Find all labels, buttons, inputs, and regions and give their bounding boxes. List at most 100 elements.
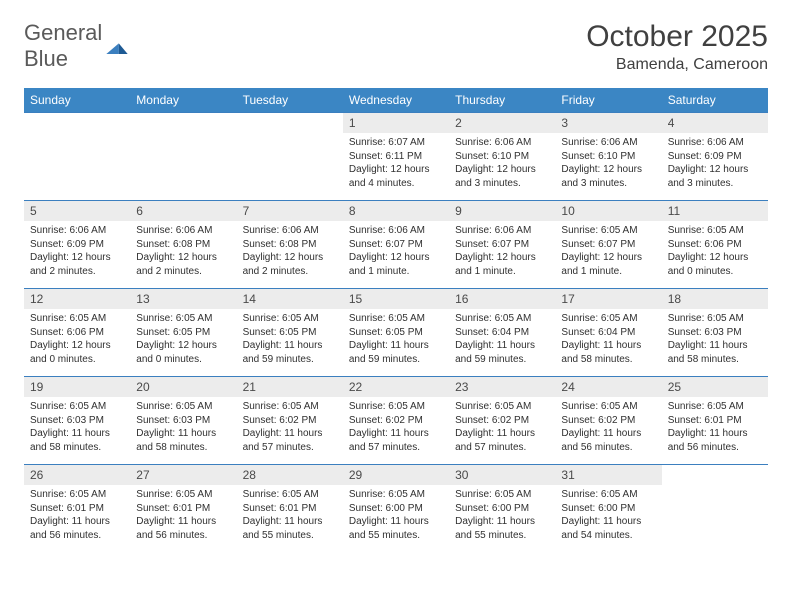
day-number: 11 bbox=[662, 201, 768, 222]
sunset-text: Sunset: 6:01 PM bbox=[30, 502, 124, 516]
daylight-text: Daylight: 11 hours and 59 minutes. bbox=[455, 339, 549, 366]
daylight-text: Daylight: 11 hours and 58 minutes. bbox=[30, 427, 124, 454]
day-number: 14 bbox=[237, 289, 343, 310]
day-info: Sunrise: 6:06 AMSunset: 6:08 PMDaylight:… bbox=[130, 221, 236, 289]
day-info: Sunrise: 6:05 AMSunset: 6:03 PMDaylight:… bbox=[24, 397, 130, 465]
day-number: 9 bbox=[449, 201, 555, 222]
daylight-text: Daylight: 12 hours and 2 minutes. bbox=[136, 251, 230, 278]
sunset-text: Sunset: 6:05 PM bbox=[136, 326, 230, 340]
day-info bbox=[130, 133, 236, 201]
day-info: Sunrise: 6:05 AMSunset: 6:02 PMDaylight:… bbox=[449, 397, 555, 465]
day-info: Sunrise: 6:05 AMSunset: 6:03 PMDaylight:… bbox=[662, 309, 768, 377]
daylight-text: Daylight: 11 hours and 54 minutes. bbox=[561, 515, 655, 542]
sunrise-text: Sunrise: 6:05 AM bbox=[561, 488, 655, 502]
daylight-text: Daylight: 11 hours and 59 minutes. bbox=[349, 339, 443, 366]
weekday-header: Tuesday bbox=[237, 88, 343, 113]
sunrise-text: Sunrise: 6:05 AM bbox=[455, 312, 549, 326]
day-number: 4 bbox=[662, 113, 768, 134]
title-block: October 2025 Bamenda, Cameroon bbox=[586, 20, 768, 74]
sunrise-text: Sunrise: 6:05 AM bbox=[243, 312, 337, 326]
day-number: 13 bbox=[130, 289, 236, 310]
sunset-text: Sunset: 6:01 PM bbox=[243, 502, 337, 516]
sunrise-text: Sunrise: 6:05 AM bbox=[668, 312, 762, 326]
day-info: Sunrise: 6:05 AMSunset: 6:01 PMDaylight:… bbox=[662, 397, 768, 465]
day-info: Sunrise: 6:06 AMSunset: 6:10 PMDaylight:… bbox=[555, 133, 661, 201]
day-number: 6 bbox=[130, 201, 236, 222]
sunset-text: Sunset: 6:01 PM bbox=[136, 502, 230, 516]
weekday-header-row: Sunday Monday Tuesday Wednesday Thursday… bbox=[24, 88, 768, 113]
sunset-text: Sunset: 6:04 PM bbox=[561, 326, 655, 340]
day-number: 2 bbox=[449, 113, 555, 134]
daylight-text: Daylight: 11 hours and 59 minutes. bbox=[243, 339, 337, 366]
sunset-text: Sunset: 6:09 PM bbox=[668, 150, 762, 164]
daylight-text: Daylight: 12 hours and 4 minutes. bbox=[349, 163, 443, 190]
day-info: Sunrise: 6:05 AMSunset: 6:05 PMDaylight:… bbox=[130, 309, 236, 377]
day-number bbox=[662, 465, 768, 486]
day-number: 23 bbox=[449, 377, 555, 398]
daylight-text: Daylight: 11 hours and 58 minutes. bbox=[668, 339, 762, 366]
day-info: Sunrise: 6:05 AMSunset: 6:02 PMDaylight:… bbox=[343, 397, 449, 465]
day-info: Sunrise: 6:05 AMSunset: 6:06 PMDaylight:… bbox=[24, 309, 130, 377]
sunrise-text: Sunrise: 6:06 AM bbox=[30, 224, 124, 238]
sunrise-text: Sunrise: 6:07 AM bbox=[349, 136, 443, 150]
day-number: 31 bbox=[555, 465, 661, 486]
sunrise-text: Sunrise: 6:05 AM bbox=[136, 312, 230, 326]
sunrise-text: Sunrise: 6:05 AM bbox=[561, 224, 655, 238]
sunset-text: Sunset: 6:02 PM bbox=[243, 414, 337, 428]
sunset-text: Sunset: 6:07 PM bbox=[561, 238, 655, 252]
sunrise-text: Sunrise: 6:05 AM bbox=[561, 312, 655, 326]
sunrise-text: Sunrise: 6:06 AM bbox=[243, 224, 337, 238]
daylight-text: Daylight: 12 hours and 1 minute. bbox=[349, 251, 443, 278]
daylight-text: Daylight: 12 hours and 1 minute. bbox=[561, 251, 655, 278]
day-info: Sunrise: 6:05 AMSunset: 6:02 PMDaylight:… bbox=[555, 397, 661, 465]
daylight-text: Daylight: 11 hours and 57 minutes. bbox=[455, 427, 549, 454]
day-info: Sunrise: 6:05 AMSunset: 6:07 PMDaylight:… bbox=[555, 221, 661, 289]
day-number: 1 bbox=[343, 113, 449, 134]
day-number: 7 bbox=[237, 201, 343, 222]
daylight-text: Daylight: 12 hours and 3 minutes. bbox=[668, 163, 762, 190]
sunset-text: Sunset: 6:02 PM bbox=[349, 414, 443, 428]
sunrise-text: Sunrise: 6:06 AM bbox=[668, 136, 762, 150]
day-info bbox=[237, 133, 343, 201]
daylight-text: Daylight: 12 hours and 3 minutes. bbox=[455, 163, 549, 190]
sunset-text: Sunset: 6:00 PM bbox=[349, 502, 443, 516]
day-info: Sunrise: 6:05 AMSunset: 6:01 PMDaylight:… bbox=[237, 485, 343, 552]
day-number-row: 1234 bbox=[24, 113, 768, 134]
daylight-text: Daylight: 12 hours and 0 minutes. bbox=[30, 339, 124, 366]
day-info: Sunrise: 6:06 AMSunset: 6:07 PMDaylight:… bbox=[449, 221, 555, 289]
sunrise-text: Sunrise: 6:06 AM bbox=[455, 136, 549, 150]
day-number: 5 bbox=[24, 201, 130, 222]
sunset-text: Sunset: 6:03 PM bbox=[30, 414, 124, 428]
sunrise-text: Sunrise: 6:05 AM bbox=[136, 488, 230, 502]
sunset-text: Sunset: 6:08 PM bbox=[243, 238, 337, 252]
sunset-text: Sunset: 6:10 PM bbox=[455, 150, 549, 164]
day-number: 12 bbox=[24, 289, 130, 310]
day-number: 16 bbox=[449, 289, 555, 310]
sunset-text: Sunset: 6:00 PM bbox=[561, 502, 655, 516]
day-info: Sunrise: 6:05 AMSunset: 6:00 PMDaylight:… bbox=[555, 485, 661, 552]
daylight-text: Daylight: 11 hours and 57 minutes. bbox=[243, 427, 337, 454]
sunset-text: Sunset: 6:11 PM bbox=[349, 150, 443, 164]
day-info: Sunrise: 6:05 AMSunset: 6:01 PMDaylight:… bbox=[130, 485, 236, 552]
day-info: Sunrise: 6:05 AMSunset: 6:01 PMDaylight:… bbox=[24, 485, 130, 552]
day-info: Sunrise: 6:05 AMSunset: 6:03 PMDaylight:… bbox=[130, 397, 236, 465]
sunset-text: Sunset: 6:00 PM bbox=[455, 502, 549, 516]
logo-text: General Blue bbox=[24, 20, 102, 72]
day-number: 3 bbox=[555, 113, 661, 134]
header: General Blue October 2025 Bamenda, Camer… bbox=[24, 20, 768, 74]
daylight-text: Daylight: 11 hours and 56 minutes. bbox=[30, 515, 124, 542]
day-number: 21 bbox=[237, 377, 343, 398]
day-number-row: 12131415161718 bbox=[24, 289, 768, 310]
logo: General Blue bbox=[24, 20, 128, 72]
weekday-header: Wednesday bbox=[343, 88, 449, 113]
location: Bamenda, Cameroon bbox=[586, 56, 768, 74]
sunrise-text: Sunrise: 6:05 AM bbox=[243, 488, 337, 502]
day-info: Sunrise: 6:05 AMSunset: 6:04 PMDaylight:… bbox=[449, 309, 555, 377]
calendar-body: 1234Sunrise: 6:07 AMSunset: 6:11 PMDayli… bbox=[24, 113, 768, 553]
day-number-row: 19202122232425 bbox=[24, 377, 768, 398]
daylight-text: Daylight: 11 hours and 55 minutes. bbox=[349, 515, 443, 542]
daylight-text: Daylight: 12 hours and 3 minutes. bbox=[561, 163, 655, 190]
day-number bbox=[24, 113, 130, 134]
sunset-text: Sunset: 6:07 PM bbox=[455, 238, 549, 252]
logo-text-blue: Blue bbox=[24, 46, 68, 71]
